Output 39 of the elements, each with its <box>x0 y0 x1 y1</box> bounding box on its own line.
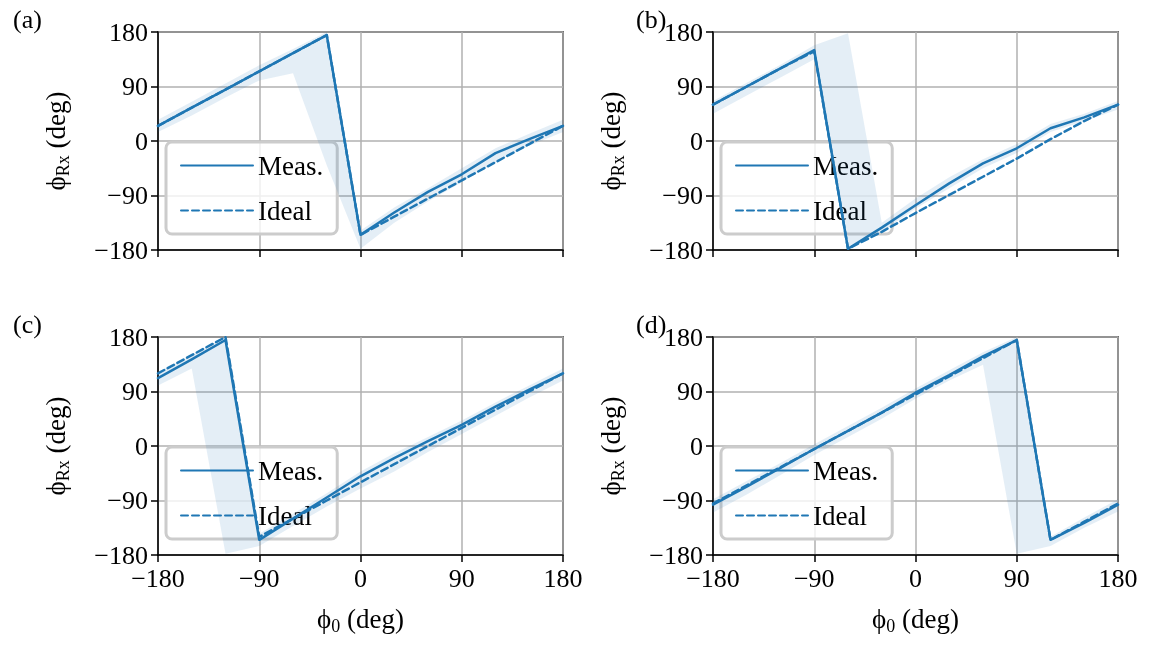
chart-title: (a) <box>13 4 42 34</box>
legend-label: Meas. <box>813 455 879 486</box>
x-tick-label: 0 <box>909 563 922 593</box>
y-tick-label: 180 <box>109 17 148 47</box>
x-tick-label: 0 <box>354 563 367 593</box>
y-tick-label: 180 <box>109 322 148 352</box>
y-tick-label: 0 <box>690 431 703 461</box>
y-tick-label: −180 <box>94 235 148 265</box>
legend-label: Ideal <box>258 195 312 226</box>
y-tick-label: −90 <box>107 486 148 515</box>
x-tick-label: 90 <box>1003 563 1030 593</box>
y-axis-title: ϕRx (deg) <box>596 91 628 191</box>
chart-title: (c) <box>13 309 42 339</box>
legend-label: Meas. <box>258 150 324 181</box>
y-tick-label: −90 <box>662 486 703 515</box>
y-axis-title: ϕRx (deg) <box>596 396 628 496</box>
x-tick-label: 180 <box>1098 563 1138 593</box>
x-tick-label: 180 <box>543 563 583 593</box>
y-axis-title: ϕRx (deg) <box>41 396 73 496</box>
y-tick-label: 0 <box>690 126 703 156</box>
y-tick-label: 90 <box>122 72 148 101</box>
y-tick-label: −90 <box>107 181 148 210</box>
y-tick-label: 0 <box>135 431 148 461</box>
x-tick-label: −90 <box>793 563 835 593</box>
y-tick-label: 90 <box>677 377 703 406</box>
y-tick-label: 90 <box>122 377 148 406</box>
chart-title: (d) <box>636 309 667 339</box>
y-tick-label: −180 <box>649 540 703 570</box>
x-tick-label: −90 <box>238 563 280 593</box>
chart-title: (b) <box>636 4 667 34</box>
legend-label: Ideal <box>813 500 867 531</box>
y-tick-label: 90 <box>677 72 703 101</box>
y-tick-label: −180 <box>649 235 703 265</box>
y-tick-label: −90 <box>662 181 703 210</box>
x-tick-label: 90 <box>448 563 475 593</box>
legend-label: Meas. <box>258 455 324 486</box>
y-tick-label: −180 <box>94 540 148 570</box>
y-tick-label: 0 <box>135 126 148 156</box>
y-axis-title: ϕRx (deg) <box>41 91 73 191</box>
